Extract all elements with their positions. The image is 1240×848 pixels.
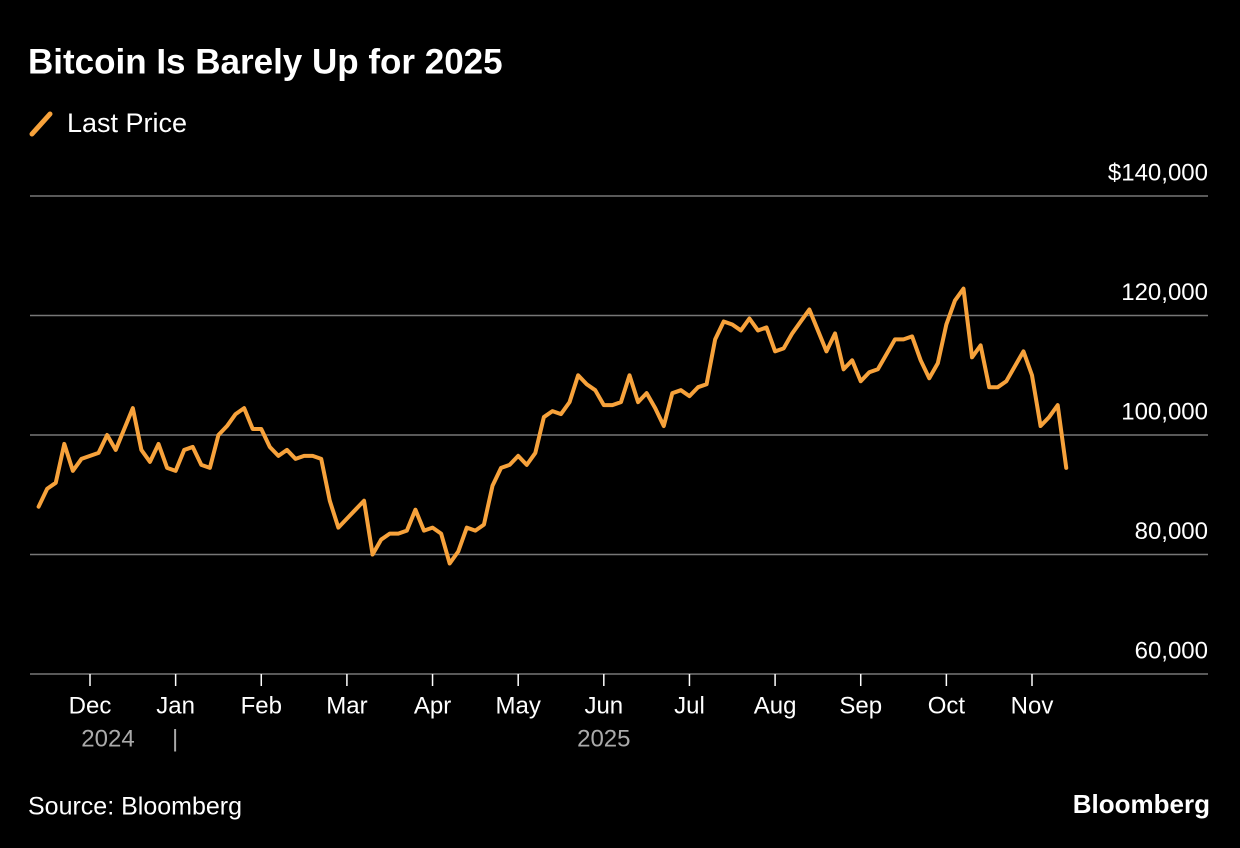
source: Source: Bloomberg [28, 793, 242, 821]
year-separator: | [172, 725, 178, 752]
x-tick-label: Oct [928, 692, 966, 719]
y-tick-label: 80,000 [1135, 518, 1208, 545]
year-label: 2025 [577, 725, 630, 752]
y-tick-label: 100,000 [1121, 398, 1208, 425]
x-tick-label: Nov [1011, 692, 1054, 719]
legend-label: Last Price [67, 108, 187, 138]
x-tick-label: Dec [69, 692, 112, 719]
legend-swatch [29, 111, 53, 137]
chart-title: Bitcoin Is Barely Up for 2025 [28, 42, 503, 81]
y-tick-label: 60,000 [1135, 637, 1208, 664]
price-line [36, 286, 1069, 566]
y-tick-label: 120,000 [1121, 279, 1208, 306]
year-label: 2024 [81, 725, 134, 752]
x-tick-label: Jan [156, 692, 195, 719]
x-tick-label: May [496, 692, 541, 719]
x-tick-label: Apr [414, 692, 451, 719]
x-tick-label: Feb [241, 692, 282, 719]
y-tick-label: $140,000 [1108, 159, 1208, 186]
x-tick-label: Aug [754, 692, 797, 719]
brand: Bloomberg [1073, 789, 1210, 819]
x-tick-label: Jul [674, 692, 705, 719]
x-tick-label: Sep [839, 692, 882, 719]
x-tick-label: Mar [326, 692, 367, 719]
x-tick-label: Jun [584, 692, 623, 719]
